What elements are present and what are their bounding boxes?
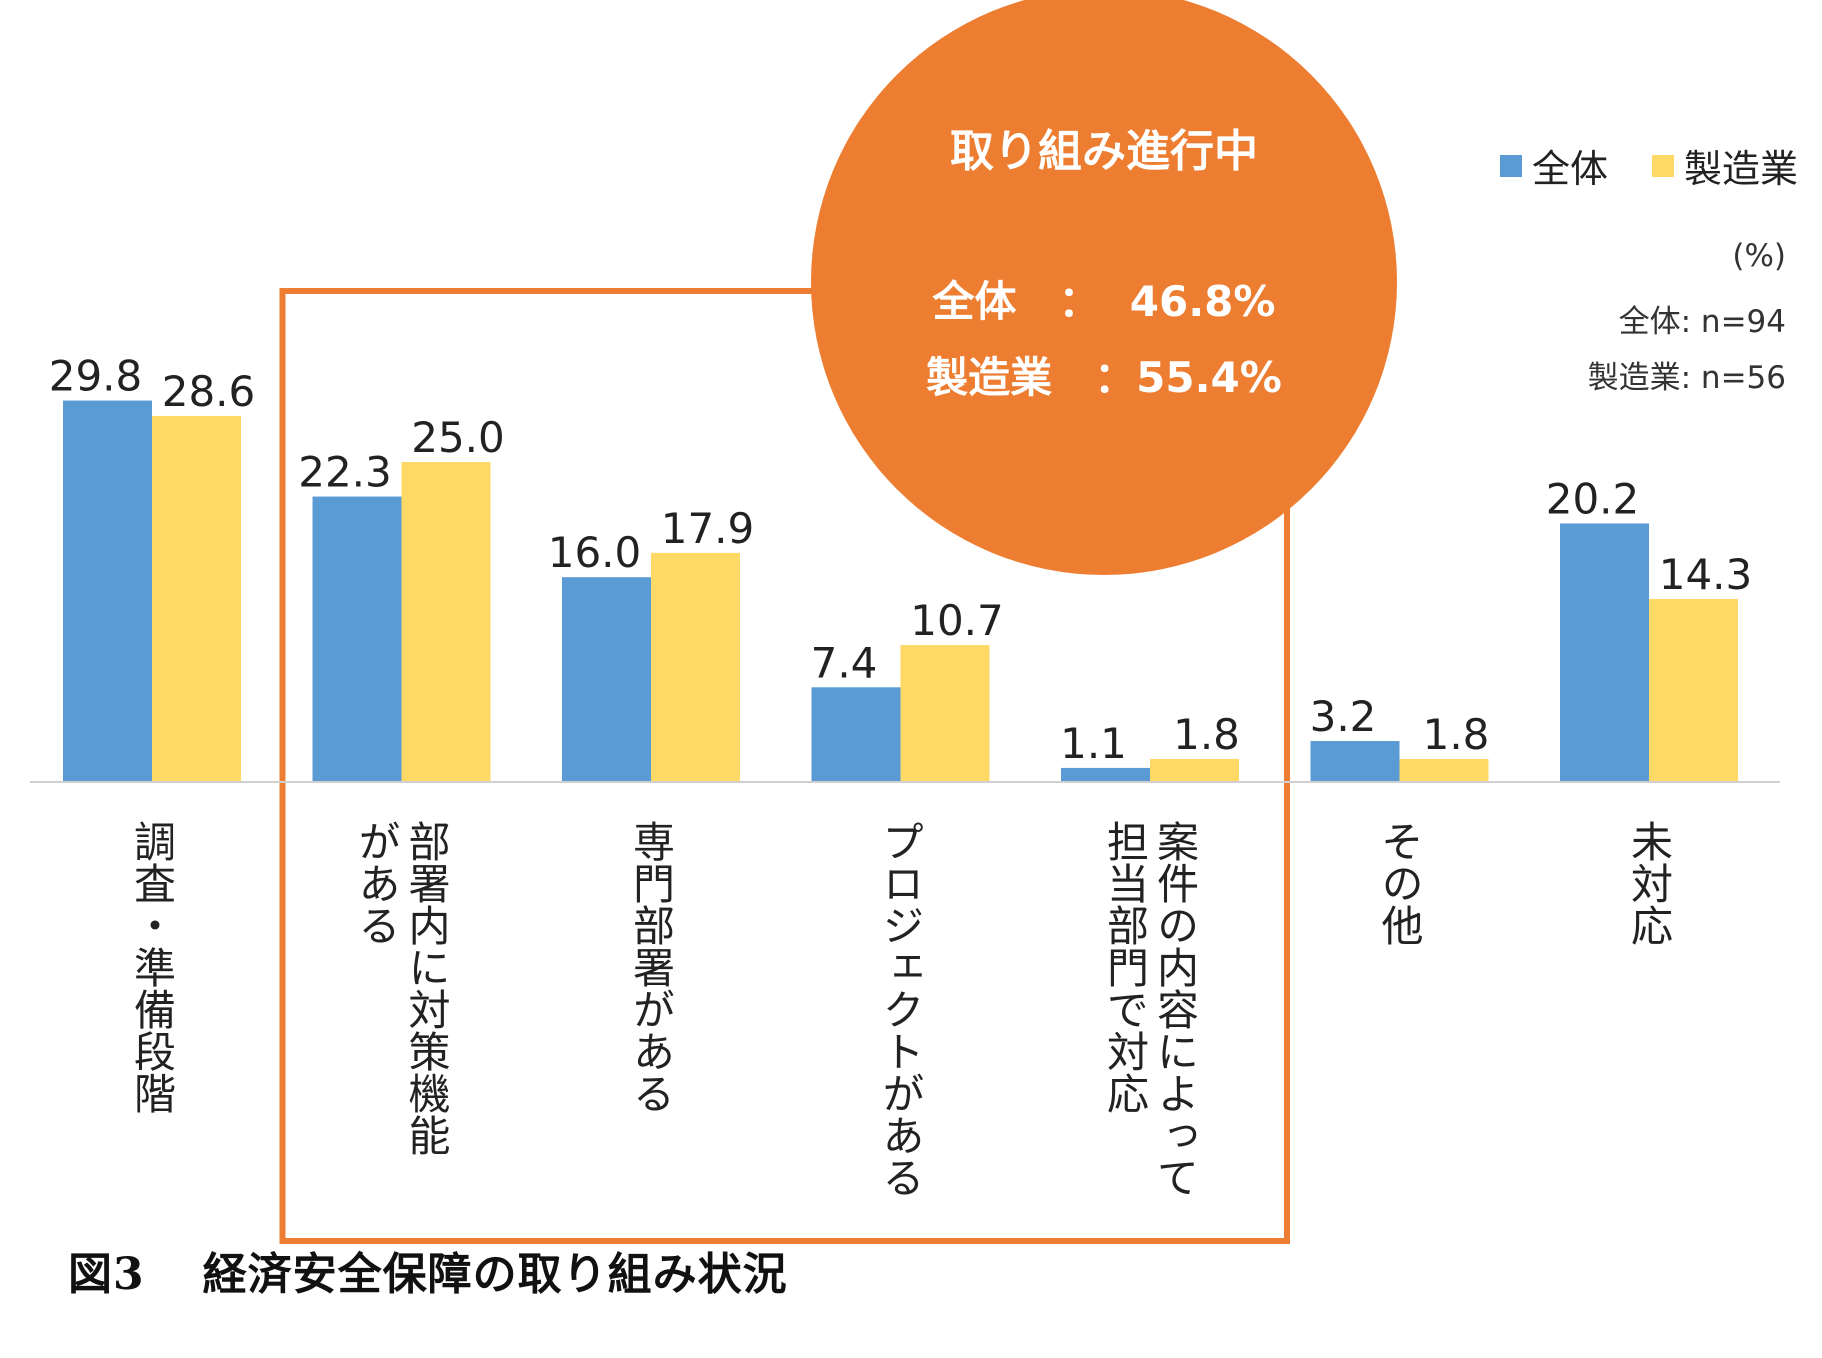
callout-title: 取り組み進行中 bbox=[950, 126, 1258, 177]
value-label-all-4: 1.1 bbox=[1060, 719, 1127, 768]
bar-mfg-5 bbox=[1399, 758, 1489, 782]
figure-title: 経済安全保障の取り組み状況 bbox=[202, 1249, 788, 1300]
legend-mfg: 製造業 bbox=[1652, 138, 1798, 193]
value-label-mfg-0: 28.6 bbox=[162, 367, 256, 416]
category-label-5: その他 bbox=[1375, 820, 1424, 946]
category-label-1-line0: 部署内に対策機能 bbox=[402, 820, 451, 1156]
figure-caption: 図3 経済安全保障の取り組み状況 bbox=[68, 1238, 788, 1302]
figure-number: 図3 bbox=[68, 1249, 145, 1300]
bar-all-2 bbox=[562, 577, 651, 782]
value-label-all-5: 3.2 bbox=[1310, 692, 1377, 741]
value-label-all-6: 20.2 bbox=[1546, 474, 1640, 523]
bar-mfg-6 bbox=[1649, 598, 1738, 782]
callout-line-mfg: 製造業 ：55.4% bbox=[926, 353, 1282, 402]
bar-all-5 bbox=[1310, 741, 1400, 782]
legend-swatch-mfg bbox=[1652, 154, 1674, 177]
value-label-mfg-6: 14.3 bbox=[1659, 550, 1753, 599]
bar-all-3 bbox=[811, 687, 901, 782]
legend-label-mfg: 製造業 bbox=[1684, 147, 1799, 191]
bar-mfg-3 bbox=[900, 645, 990, 782]
highlight-frame bbox=[279, 288, 1290, 1244]
bar-all-0 bbox=[63, 400, 152, 782]
unit-note: (%) bbox=[1732, 238, 1786, 274]
sample-size-mfg: 製造業: n=56 bbox=[1587, 360, 1786, 396]
value-label-mfg-1: 25.0 bbox=[411, 413, 505, 462]
legend-swatch-all bbox=[1500, 154, 1522, 177]
bar-all-6 bbox=[1560, 523, 1649, 782]
category-label-4-line0: 案件の内容によって bbox=[1151, 820, 1200, 1198]
bar-mfg-1 bbox=[401, 462, 491, 782]
category-label-6: 未対応 bbox=[1625, 820, 1674, 946]
category-label-2: 専門部署がある bbox=[627, 820, 676, 1114]
callout-line-all: 全体 ： 46.8% bbox=[932, 277, 1276, 326]
category-label-1-line1: がある bbox=[352, 820, 401, 946]
bar-all-1 bbox=[312, 496, 402, 782]
value-label-mfg-4: 1.8 bbox=[1173, 710, 1240, 759]
callout-circle bbox=[811, 0, 1397, 575]
value-label-mfg-2: 17.9 bbox=[661, 504, 755, 553]
sample-size-all: 全体: n=94 bbox=[1618, 304, 1786, 340]
value-label-mfg-5: 1.8 bbox=[1423, 710, 1490, 759]
bar-mfg-0 bbox=[152, 415, 241, 782]
value-label-all-1: 22.3 bbox=[298, 448, 392, 497]
value-label-all-0: 29.8 bbox=[49, 352, 143, 401]
value-label-all-2: 16.0 bbox=[548, 528, 642, 577]
legend-label-all: 全体 bbox=[1532, 147, 1609, 191]
category-label-4-line1: 担当部門で対応 bbox=[1101, 820, 1150, 1114]
value-label-all-3: 7.4 bbox=[811, 638, 878, 687]
bar-all-4 bbox=[1061, 767, 1150, 782]
legend-all: 全体 bbox=[1500, 138, 1608, 193]
category-label-3: プロジェクトがある bbox=[876, 820, 925, 1198]
value-label-mfg-3: 10.7 bbox=[910, 596, 1004, 645]
bar-mfg-4 bbox=[1150, 758, 1239, 782]
bar-mfg-2 bbox=[651, 552, 740, 782]
category-label-0: 調査・準備段階 bbox=[128, 820, 177, 1114]
